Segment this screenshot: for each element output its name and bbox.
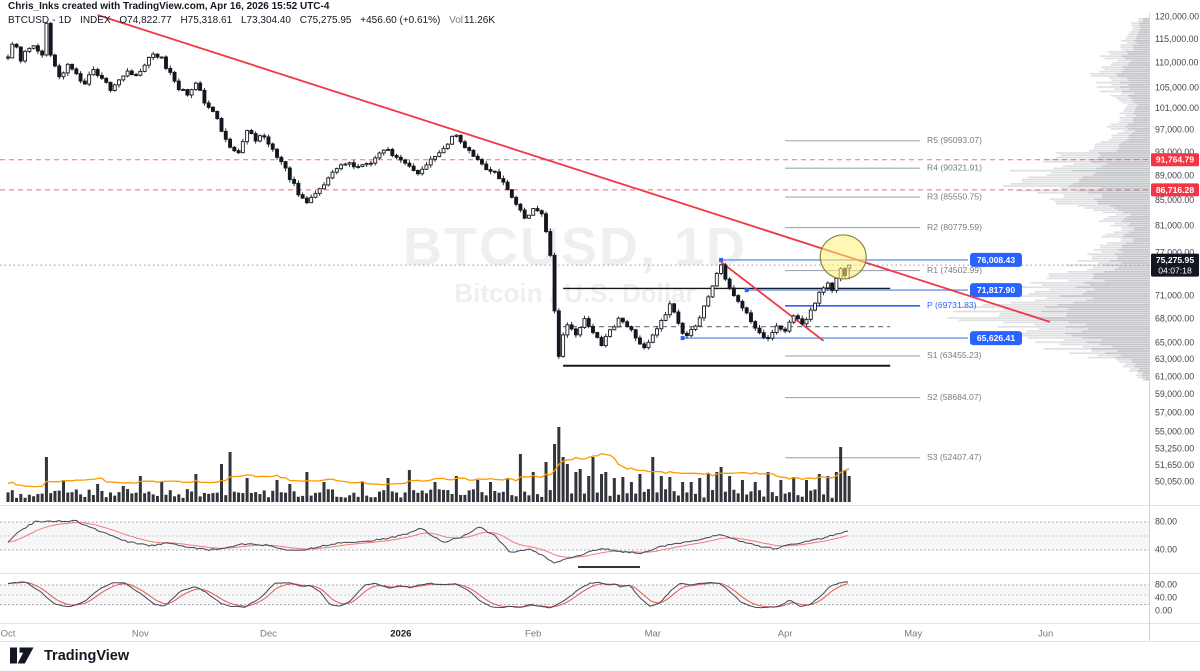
tradingview-footer[interactable]: TradingView xyxy=(10,647,129,664)
highlight-ellipse[interactable] xyxy=(819,234,867,280)
time-tick-nov: Nov xyxy=(132,629,149,640)
svg-text:55,000.00: 55,000.00 xyxy=(1155,426,1194,436)
svg-text:86,716.28: 86,716.28 xyxy=(1156,185,1194,195)
svg-text:120,000.00: 120,000.00 xyxy=(1155,11,1199,21)
svg-text:71,817.90: 71,817.90 xyxy=(977,285,1015,295)
pane-separators xyxy=(0,505,1200,642)
legend-timeframe[interactable]: 1D xyxy=(58,15,72,26)
time-tick-feb: Feb xyxy=(525,629,541,640)
svg-text:0.00: 0.00 xyxy=(1155,605,1172,615)
symbol-legend[interactable]: BTCUSD -1D INDEX O74,822.77 H75,318.61 L7… xyxy=(8,15,501,26)
ray-price-flag: 76,008.43 xyxy=(970,252,1022,267)
svg-text:50,050.00: 50,050.00 xyxy=(1155,477,1194,487)
ray-price-flag: 71,817.90 xyxy=(970,283,1022,298)
pivot-label-r4: R4 (90321.91) xyxy=(927,162,982,172)
svg-text:97,000.00: 97,000.00 xyxy=(1155,125,1194,135)
time-tick-apr: Apr xyxy=(778,629,793,640)
svg-text:85,000.00: 85,000.00 xyxy=(1155,195,1194,205)
attribution-text: Chris_Inks created with TradingView.com,… xyxy=(8,1,330,12)
time-tick-dec: Dec xyxy=(260,629,277,640)
svg-text:57,000.00: 57,000.00 xyxy=(1155,407,1194,417)
tradingview-logo-icon xyxy=(10,647,34,664)
svg-text:110,000.00: 110,000.00 xyxy=(1155,58,1198,68)
svg-text:80.00: 80.00 xyxy=(1155,516,1177,526)
svg-text:59,000.00: 59,000.00 xyxy=(1155,389,1194,399)
svg-text:105,000.00: 105,000.00 xyxy=(1155,82,1199,92)
svg-text:75,275.95: 75,275.95 xyxy=(1156,255,1194,265)
stoch-panel: 80.00 40.00 0.00 xyxy=(0,579,1177,615)
svg-text:51,650.00: 51,650.00 xyxy=(1155,460,1194,470)
svg-text:71,000.00: 71,000.00 xyxy=(1155,291,1194,301)
pivot-label-r3: R3 (85550.75) xyxy=(927,191,982,201)
legend-separator: - xyxy=(52,15,56,26)
time-tick-jun: Jun xyxy=(1038,629,1053,640)
svg-text:40.00: 40.00 xyxy=(1155,592,1177,602)
pivot-label-r1: R1 (74502.99) xyxy=(927,265,982,275)
time-tick-may: May xyxy=(904,629,922,640)
pivot-label-s2: S2 (58684.07) xyxy=(927,392,982,402)
legend-exchange: INDEX xyxy=(80,15,111,26)
pivot-label-p: P (69731.83) xyxy=(927,300,977,310)
pivot-label-r2: R2 (80779.59) xyxy=(927,222,982,232)
trendlines[interactable] xyxy=(97,14,1051,342)
volume-histogram xyxy=(6,427,851,502)
volume-profile xyxy=(947,18,1150,381)
svg-text:81,000.00: 81,000.00 xyxy=(1155,220,1194,230)
tradingview-brand-text: TradingView xyxy=(44,647,130,664)
svg-text:63,000.00: 63,000.00 xyxy=(1155,354,1194,364)
axis-price-flag-red: 86,716.28 xyxy=(1151,183,1199,197)
legend-symbol[interactable]: BTCUSD xyxy=(8,15,50,26)
svg-text:65,626.41: 65,626.41 xyxy=(977,333,1015,343)
price-axis[interactable]: 120,000.00 115,000.00 110,000.00 105,000.00… xyxy=(1149,11,1200,641)
time-tick-2026: 2026 xyxy=(390,629,411,640)
pivot-label-s3: S3 (52407.47) xyxy=(927,452,982,462)
legend-vol-label: Vol xyxy=(449,15,464,26)
legend-change: +456.60 (+0.61%) xyxy=(360,15,441,26)
axis-price-flag-red: 91,764.79 xyxy=(1151,153,1199,167)
svg-text:40.00: 40.00 xyxy=(1155,544,1177,554)
rsi-panel: 80.00 40.00 xyxy=(0,516,1177,568)
svg-text:115,000.00: 115,000.00 xyxy=(1155,34,1198,44)
svg-text:76,008.43: 76,008.43 xyxy=(977,255,1015,265)
ray-price-flag: 65,626.41 xyxy=(970,331,1022,346)
pivot-label-r5: R5 (95093.07) xyxy=(927,135,982,145)
svg-text:89,000.00: 89,000.00 xyxy=(1155,170,1194,180)
legend-low: L73,304.40 xyxy=(240,15,291,26)
svg-text:53,250.00: 53,250.00 xyxy=(1155,444,1194,454)
time-tick-mar: Mar xyxy=(645,629,661,640)
svg-text:68,000.00: 68,000.00 xyxy=(1155,313,1194,323)
svg-text:77,000.00: 77,000.00 xyxy=(1155,247,1194,257)
svg-text:04:07:18: 04:07:18 xyxy=(1158,266,1192,276)
svg-text:80.00: 80.00 xyxy=(1155,579,1177,589)
watermark-description: Bitcoin / U.S. Dollar xyxy=(454,278,696,308)
svg-text:101,000.00: 101,000.00 xyxy=(1155,103,1199,113)
time-tick-oct: Oct xyxy=(1,629,16,640)
svg-text:65,000.00: 65,000.00 xyxy=(1155,337,1194,347)
price-rays[interactable]: 76,008.43 71,817.90 65,626.41 xyxy=(680,252,1022,346)
svg-text:91,764.79: 91,764.79 xyxy=(1156,155,1194,165)
svg-text:61,000.00: 61,000.00 xyxy=(1155,371,1194,381)
legend-high: H75,318.61 xyxy=(180,15,233,26)
svg-text:93,000.00: 93,000.00 xyxy=(1155,147,1194,157)
legend-close: C75,275.95 xyxy=(299,15,352,26)
time-axis[interactable]: Oct Nov Dec 2026 Feb Mar Apr May Jun xyxy=(1,629,1054,640)
legend-vol-value: 11.26K xyxy=(464,15,495,26)
pivot-levels: R5 (95093.07) R4 (90321.91) R3 (85550.75) R… xyxy=(785,135,982,462)
candlestick-series xyxy=(6,22,852,360)
legend-open: O74,822.77 xyxy=(119,15,172,26)
pivot-label-s1: S1 (63455.23) xyxy=(927,350,982,360)
